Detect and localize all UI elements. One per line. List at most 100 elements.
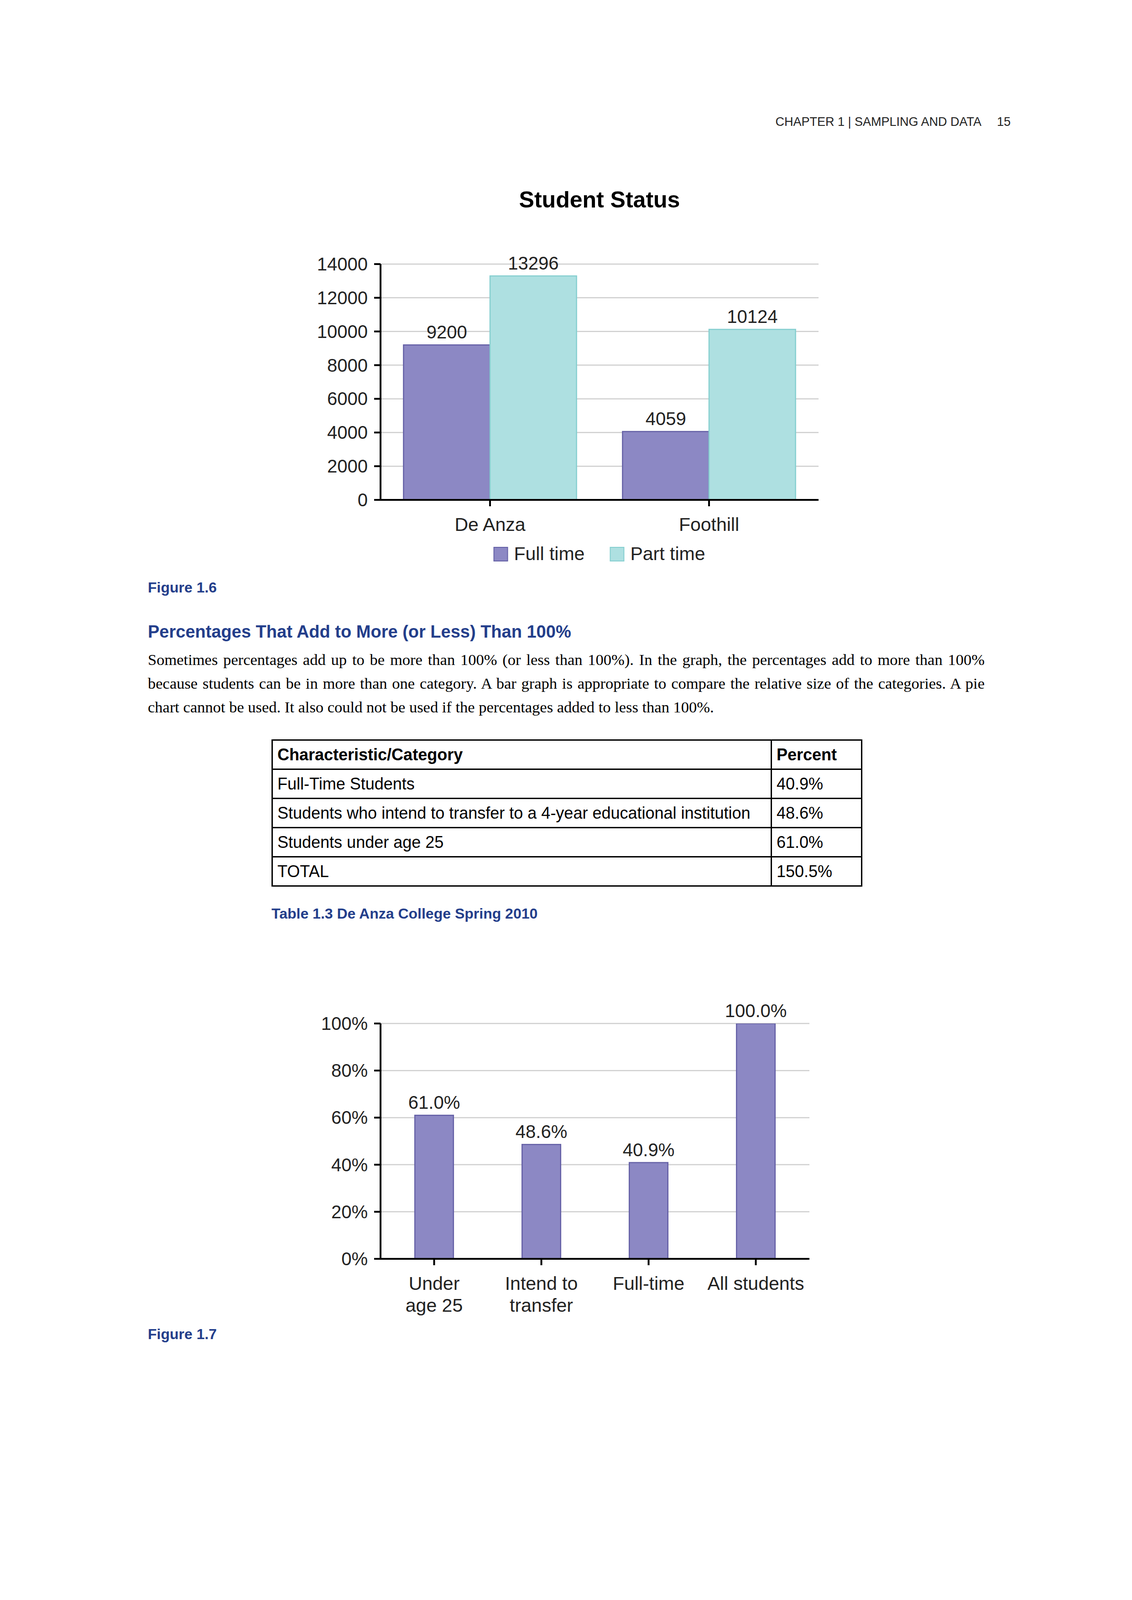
table-cell: 48.6%: [771, 798, 862, 829]
x-tick: [540, 1259, 543, 1266]
table-cell: 61.0%: [771, 828, 862, 858]
y-tick: [374, 1211, 381, 1214]
data-label: 13296: [507, 253, 559, 274]
y-tick: [374, 499, 381, 501]
legend-label: Full time: [514, 543, 585, 565]
x-tick: [433, 1259, 436, 1266]
x-axis: [379, 499, 819, 501]
y-tick-label: 60%: [331, 1107, 368, 1128]
table-row: Students under age 2561.0%: [272, 828, 862, 858]
x-tick: [489, 500, 491, 507]
y-tick-label: 4000: [327, 422, 368, 443]
bar: [490, 276, 577, 501]
x-tick-label: Full-time: [612, 1273, 685, 1295]
y-axis: [379, 1023, 382, 1261]
grid-line: [380, 263, 819, 266]
x-axis: [379, 1258, 810, 1261]
x-tick-label-line: All students: [707, 1273, 805, 1295]
data-labels: 920040591329610124: [426, 253, 778, 429]
y-tick: [374, 465, 381, 468]
table-cell: TOTAL: [272, 857, 772, 887]
y-tick: [374, 397, 381, 400]
bar: [629, 1163, 668, 1260]
x-tick-label-line: De Anza: [454, 514, 526, 536]
y-tick: [374, 1116, 381, 1119]
bar: [709, 329, 796, 501]
figure-caption: Figure 1.6: [147, 579, 217, 597]
x-tick-label: De Anza: [454, 514, 526, 536]
y-tick-label: 0%: [341, 1249, 368, 1270]
table-cell: Students who intend to transfer to a 4-y…: [272, 798, 772, 829]
y-tick: [374, 1069, 381, 1072]
bar: [521, 1144, 561, 1260]
data-label: 61.0%: [408, 1092, 460, 1113]
y-tick-label: 20%: [331, 1202, 368, 1223]
table-header-row: Characteristic/CategoryPercent: [272, 740, 862, 770]
y-tick-label: 40%: [331, 1155, 368, 1176]
table-cell: Students under age 25: [272, 828, 772, 858]
y-tick-label: 0: [357, 490, 368, 511]
x-tick-label-line: age 25: [405, 1295, 463, 1317]
table-row: TOTAL150.5%: [272, 857, 862, 887]
figure-caption: Figure 1.7: [147, 1326, 217, 1344]
data-label: 4059: [645, 408, 687, 429]
y-tick: [374, 1022, 381, 1025]
legend-swatch: [494, 547, 508, 562]
y-tick-label: 10000: [317, 321, 368, 342]
x-tick-label: Intend totransfer: [505, 1273, 579, 1317]
data-label: 48.6%: [515, 1121, 568, 1143]
table-wrap: Characteristic/CategoryPercentFull-Time …: [271, 739, 863, 887]
x-tick-label-line: Foothill: [678, 514, 740, 536]
legend-item: Part time: [610, 543, 705, 565]
bar: [736, 1023, 776, 1260]
y-tick: [374, 263, 381, 266]
y-tick: [374, 1258, 381, 1261]
legend-swatch: [610, 547, 624, 562]
table-cell: 40.9%: [771, 769, 862, 799]
x-tick: [755, 1259, 757, 1266]
x-tick-label-line: transfer: [509, 1295, 574, 1317]
section-heading: Percentages That Add to More (or Less) T…: [147, 622, 572, 642]
x-tick-label: Underage 25: [405, 1273, 463, 1317]
y-tick: [374, 364, 381, 367]
bar: [622, 431, 710, 501]
data-label: 100.0%: [725, 1001, 788, 1022]
page: CHAPTER 1 | SAMPLING AND DATA 15 Figure 1.…: [0, 0, 1132, 1600]
y-tick-label: 100%: [321, 1013, 368, 1034]
x-tick-label: All students: [707, 1273, 805, 1295]
table-cell: Full-Time Students: [272, 769, 772, 799]
bar: [403, 344, 491, 501]
header-page: 15: [996, 114, 1011, 130]
y-tick: [374, 297, 381, 299]
legend: Full time Part time: [494, 543, 706, 565]
legend-label: Part time: [630, 543, 705, 565]
data-label: 40.9%: [622, 1140, 675, 1161]
bar: [414, 1115, 454, 1260]
charts-svg: Student Status 0 2000 4000 6000 8000 10000 1200…: [0, 0, 1132, 1600]
y-tick: [374, 431, 381, 434]
x-tick-label-line: Intend to: [505, 1273, 579, 1295]
chart: 0%20%40%60%80%100%61.0%48.6%40.9%100.0%U…: [321, 1001, 810, 1317]
data-label: 9200: [426, 322, 468, 343]
y-tick-label: 8000: [327, 355, 368, 376]
paragraph: Sometimes percentages add up to be more …: [147, 647, 985, 720]
y-tick: [374, 330, 381, 333]
y-tick-label: 12000: [317, 287, 368, 308]
y-tick: [374, 1164, 381, 1167]
y-tick-label: 2000: [327, 456, 368, 477]
y-tick-label: 14000: [317, 254, 368, 275]
bars: [414, 1023, 776, 1260]
table-header-cell: Characteristic/Category: [272, 740, 772, 770]
chart: Student Status 0 2000 4000 6000 8000 10000 1200…: [317, 187, 819, 565]
table-cell: 150.5%: [771, 857, 862, 887]
table-row: Full-Time Students40.9%: [272, 769, 862, 799]
y-tick-label: 6000: [327, 388, 368, 409]
x-tick-label-line: Under: [408, 1273, 460, 1295]
data-labels: 61.0% 48.6% 40.9% 100.0%: [408, 1001, 788, 1161]
table-caption: Table 1.3 De Anza College Spring 2010: [271, 905, 538, 923]
chart-title: Student Status: [519, 187, 681, 213]
y-axis: [379, 264, 382, 501]
x-tick: [708, 500, 710, 507]
bars: [403, 276, 796, 501]
header-title: CHAPTER 1 | SAMPLING AND DATA: [775, 114, 982, 130]
